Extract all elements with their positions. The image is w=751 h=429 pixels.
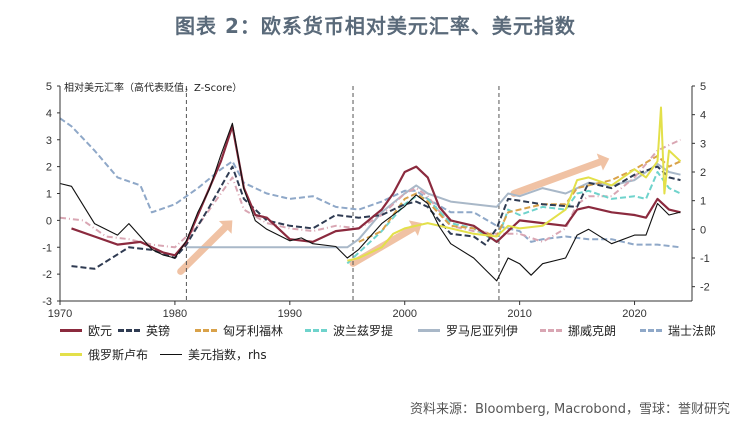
left-tick-label: -2 <box>42 269 52 281</box>
left-tick-label: -1 <box>42 242 52 254</box>
series-line-7 <box>347 106 682 262</box>
right-tick-label: -1 <box>700 253 710 265</box>
legend-swatch <box>640 329 662 332</box>
right-tick-label: 1 <box>700 196 706 208</box>
left-tick-label: 5 <box>46 81 52 93</box>
legend-item-6: 瑞士法郎 <box>640 322 716 339</box>
axes-group: 5 4 3 2 1 0 -1 -2 -3 5 4 3 2 1 0 -1 -2 1970 1980 1990 2000 20… <box>42 81 710 320</box>
chart-title: 图表 2：欧系货币相对美元汇率、美元指数 <box>175 14 576 38</box>
left-tick-label: -3 <box>42 296 52 308</box>
series-line-1 <box>71 165 681 270</box>
trend-arrow-shaft <box>510 158 604 197</box>
trend-arrow-head <box>218 220 233 234</box>
series-line-3 <box>346 171 681 265</box>
legend-swatch <box>118 329 140 332</box>
x-tick-label: 1980 <box>163 308 187 320</box>
legend-item-7: 俄罗斯卢布 <box>60 346 148 363</box>
right-tick-label: 5 <box>700 81 706 93</box>
event-lines <box>185 86 500 301</box>
plot-inner-label: 相对美元汇率（高代表贬值，Z-Score） <box>64 81 242 94</box>
legend-label: 俄罗斯卢布 <box>88 348 149 362</box>
legend-item-5: 挪威克朗 <box>540 322 616 339</box>
x-tick-label: 1970 <box>48 308 72 320</box>
legend-swatch <box>160 354 182 355</box>
series-group <box>59 106 682 282</box>
legend-label: 英镑 <box>146 324 171 338</box>
legend-item-1: 英镑 <box>118 322 170 339</box>
x-tick-label: 2000 <box>392 308 416 320</box>
legend-label: 匈牙利福林 <box>223 324 284 338</box>
legend-item-0: 欧元 <box>60 322 112 339</box>
right-tick-label: 2 <box>700 167 706 179</box>
series-line-0 <box>71 125 681 257</box>
trend-arrow-head <box>596 153 610 171</box>
legend-item-4: 罗马尼亚列伊 <box>418 322 518 339</box>
right-tick-label: 0 <box>700 224 706 236</box>
legend-item-3: 波兰兹罗提 <box>305 322 393 339</box>
left-tick-label: 3 <box>46 135 52 147</box>
legend-swatch <box>305 329 327 332</box>
right-tick-label: 4 <box>700 110 706 122</box>
series-line-5 <box>59 138 681 249</box>
legend-item-2: 匈牙利福林 <box>195 322 283 339</box>
x-tick-label: 1990 <box>278 308 302 320</box>
legend-swatch <box>540 329 562 332</box>
series-line-8 <box>59 122 681 282</box>
trend-arrow-shaft <box>177 223 229 275</box>
left-tick-label: 4 <box>46 108 52 120</box>
legend-label: 瑞士法郎 <box>668 324 717 338</box>
legend-label: 波兰兹罗提 <box>333 324 394 338</box>
left-tick-label: 2 <box>46 162 52 174</box>
legend-label: 罗马尼亚列伊 <box>446 324 519 338</box>
x-tick-label: 2020 <box>622 308 646 320</box>
x-tick-label: 2010 <box>507 308 531 320</box>
legend-swatch <box>195 329 217 332</box>
legend-swatch <box>60 329 82 332</box>
right-tick-label: 3 <box>700 138 706 150</box>
source-note: 资料来源：Bloomberg, Macrobond，雪球：誉财研究 <box>410 402 731 417</box>
series-line-6 <box>59 117 681 249</box>
legend-label: 欧元 <box>88 324 113 338</box>
legend-item-8: 美元指数，rhs <box>160 346 267 363</box>
legend-swatch <box>418 329 440 332</box>
left-tick-label: 1 <box>46 189 52 201</box>
series-line-4 <box>186 162 681 249</box>
legend-swatch <box>60 353 82 356</box>
legend-label: 挪威克朗 <box>568 324 617 338</box>
legend-label: 美元指数，rhs <box>188 348 267 362</box>
right-tick-label: -2 <box>700 282 710 294</box>
left-tick-label: 0 <box>46 215 52 227</box>
